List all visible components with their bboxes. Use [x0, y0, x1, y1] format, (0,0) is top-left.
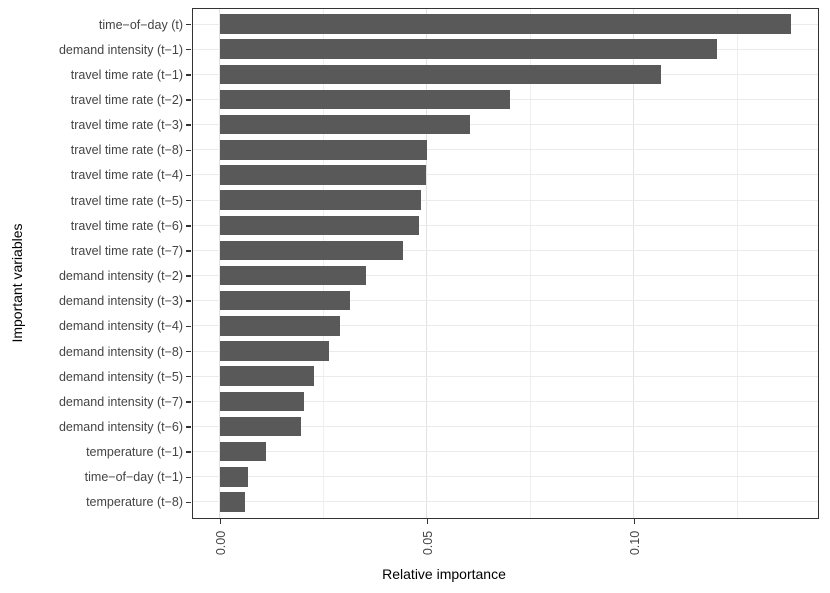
category-gridline	[193, 149, 818, 151]
bar	[219, 467, 248, 487]
y-tick-mark	[186, 401, 191, 403]
bar	[219, 416, 302, 437]
category-gridline	[193, 375, 818, 377]
bar	[219, 391, 304, 412]
y-tick-mark	[186, 149, 191, 152]
category-gridline	[193, 224, 818, 226]
x-tick-label: 0.00	[214, 530, 229, 556]
bar	[219, 114, 470, 135]
y-tick-mark	[186, 74, 191, 76]
bar	[219, 492, 245, 512]
category-gridline	[193, 124, 818, 126]
bar	[219, 190, 421, 210]
y-tick-mark	[186, 451, 191, 453]
y-tick-label: demand intensity (t−1)	[58, 42, 183, 57]
y-tick-label: demand intensity (t−2)	[58, 269, 183, 284]
y-tick-mark	[186, 250, 191, 252]
major-gridline	[633, 9, 635, 518]
x-tick-mark	[219, 519, 222, 524]
category-gridline	[193, 400, 818, 402]
bar	[219, 165, 427, 185]
bar	[219, 14, 792, 34]
y-tick-label: travel time rate (t−2)	[70, 93, 183, 108]
y-tick-label: travel time rate (t−6)	[70, 218, 183, 233]
category-gridline	[193, 350, 818, 352]
category-gridline	[193, 174, 818, 176]
major-gridline	[219, 9, 221, 518]
y-tick-label: temperature (t−1)	[86, 445, 183, 460]
bar	[219, 441, 266, 462]
y-tick-label: travel time rate (t−7)	[70, 243, 183, 258]
y-tick-label: temperature (t−8)	[86, 495, 183, 510]
y-tick-label: travel time rate (t−3)	[70, 118, 183, 133]
y-tick-mark	[186, 275, 191, 277]
category-gridline	[193, 249, 818, 251]
y-tick-label: time−of−day (t−1)	[84, 470, 183, 485]
y-tick-label: travel time rate (t−5)	[70, 193, 183, 208]
y-tick-mark	[186, 325, 191, 328]
category-gridline	[193, 300, 818, 302]
y-tick-label: demand intensity (t−8)	[58, 344, 183, 359]
category-gridline	[193, 476, 818, 478]
y-tick-label: demand intensity (t−4)	[58, 319, 183, 334]
x-tick-label: 0.10	[628, 530, 643, 556]
y-tick-mark	[186, 48, 191, 51]
category-gridline	[193, 451, 818, 453]
y-tick-label: demand intensity (t−7)	[58, 394, 183, 409]
bar	[219, 140, 427, 160]
y-tick-label: demand intensity (t−6)	[58, 419, 183, 434]
y-tick-mark	[186, 174, 191, 177]
y-tick-label: demand intensity (t−3)	[58, 294, 183, 309]
y-tick-mark	[186, 99, 191, 101]
x-tick-mark	[633, 519, 636, 524]
y-tick-label: demand intensity (t−5)	[58, 369, 183, 384]
bar	[219, 64, 661, 85]
bar	[219, 341, 330, 361]
category-gridline	[193, 199, 818, 201]
major-gridline	[426, 9, 428, 518]
minor-gridline	[529, 9, 531, 518]
y-tick-mark	[186, 476, 191, 478]
y-tick-label: time−of−day (t)	[98, 17, 183, 32]
bar	[219, 366, 314, 386]
y-tick-mark	[186, 375, 191, 378]
y-tick-mark	[186, 300, 191, 302]
bar	[219, 39, 717, 59]
y-tick-label: travel time rate (t−8)	[70, 143, 183, 158]
bar	[219, 265, 366, 286]
category-gridline	[193, 275, 818, 277]
y-tick-mark	[186, 225, 191, 227]
y-tick-label: travel time rate (t−1)	[70, 67, 183, 82]
minor-gridline	[322, 9, 324, 518]
y-tick-mark	[186, 350, 191, 353]
x-axis-title: Relative importance	[382, 566, 506, 582]
category-gridline	[193, 501, 818, 503]
y-tick-mark	[186, 426, 191, 428]
bar	[219, 240, 404, 261]
category-gridline	[193, 325, 818, 327]
minor-gridline	[736, 9, 738, 518]
x-tick-label: 0.05	[421, 530, 436, 556]
bar	[219, 215, 419, 236]
y-tick-mark	[186, 23, 191, 26]
bar	[219, 89, 510, 110]
y-tick-mark	[186, 199, 191, 202]
x-tick-mark	[426, 519, 429, 524]
plot-panel	[192, 8, 819, 519]
category-gridline	[193, 425, 818, 427]
y-tick-label: travel time rate (t−4)	[70, 168, 183, 183]
bar	[219, 316, 341, 336]
y-tick-mark	[186, 124, 191, 126]
y-tick-mark	[186, 501, 191, 504]
bar	[219, 290, 350, 311]
